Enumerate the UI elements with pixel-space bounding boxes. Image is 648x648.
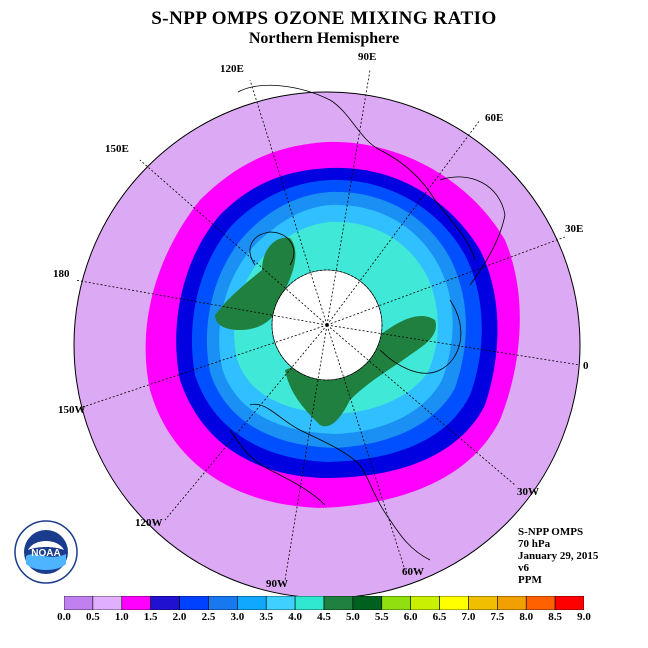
colorbar-segment [381, 596, 411, 610]
map-title: S-NPP OMPS OZONE MIXING RATIO [151, 8, 497, 29]
noaa-logo: NOAA [14, 520, 78, 584]
info-instrument: S-NPP OMPS [518, 526, 584, 538]
colorbar-segment [294, 596, 325, 610]
colorbar-segment [468, 596, 498, 610]
lon-label-60e: 60E [485, 112, 504, 124]
ozone-field [145, 141, 520, 508]
colorbar-tick-label: 3.0 [230, 611, 245, 623]
colorbar-tick-label: 2.0 [172, 611, 187, 623]
graticule [74, 69, 581, 581]
colorbar-segment [439, 596, 469, 610]
colorbar-segment [497, 596, 527, 610]
colorbar-tick-label: 9.0 [577, 611, 591, 623]
colorbar-tick-label: 1.5 [143, 611, 158, 623]
info-version: v6 [518, 562, 529, 574]
colorbar-tick-label: 2.5 [201, 611, 216, 623]
lon-label-150w: 150W [58, 404, 86, 416]
contour-4.5-b [285, 315, 436, 427]
colorbar-tick-label: 8.0 [519, 611, 534, 623]
colorbar-tick-label: 3.5 [259, 611, 274, 623]
map-subtitle: Northern Hemisphere [248, 30, 400, 47]
colorbar-segment [525, 596, 556, 610]
colorbar-tick-label: 5.0 [346, 611, 360, 623]
colorbar-segment [150, 596, 180, 610]
lon-label-30w: 30W [517, 486, 539, 498]
info-date: January 29, 2015 [518, 550, 599, 562]
colorbar-tick-label: 0.0 [57, 611, 71, 623]
colorbar-segment [352, 596, 383, 610]
colorbar-tick-label: 0.5 [86, 611, 100, 623]
lon-label-150e: 150E [105, 143, 129, 155]
colorbar-segment [64, 596, 94, 610]
colorbar-segment [410, 596, 440, 610]
colorbar-tick-label: 1.0 [114, 611, 129, 623]
colorbar-tick-label: 6.0 [403, 611, 418, 623]
colorbar-segment [237, 596, 267, 610]
colorbar-tick-label: 4.5 [317, 611, 331, 623]
colorbar-segment [208, 596, 238, 610]
colorbar-tick-label: 4.0 [288, 611, 302, 623]
colorbar-tick-label: 6.5 [432, 611, 447, 623]
colorbar-tick-label: 5.5 [374, 611, 389, 623]
colorbar-segment [554, 596, 584, 610]
colorbar-tick-label: 8.5 [548, 611, 562, 623]
lon-label-0: 0 [583, 360, 589, 372]
lon-label-120e: 120E [220, 63, 244, 75]
colorbar [64, 596, 584, 610]
info-level: 70 hPa [518, 538, 551, 550]
colorbar-tick-label: 7.5 [490, 611, 505, 623]
colorbar-segment [265, 596, 296, 610]
colorbar-segment [92, 596, 123, 610]
colorbar-tick-label: 7.0 [461, 611, 476, 623]
colorbar-segment [121, 596, 151, 610]
lon-label-90e: 90E [358, 51, 377, 63]
colorbar-segment [323, 596, 354, 610]
info-units: PPM [518, 574, 542, 586]
lon-label-180: 180 [53, 268, 70, 280]
lon-label-120w: 120W [135, 517, 163, 529]
colorbar-segment [179, 596, 209, 610]
lon-label-90w: 90W [266, 578, 288, 590]
lon-label-60w: 60W [402, 566, 424, 578]
noaa-logo-text: NOAA [31, 548, 60, 559]
lon-label-30e: 30E [565, 223, 584, 235]
coastlines [229, 84, 506, 561]
